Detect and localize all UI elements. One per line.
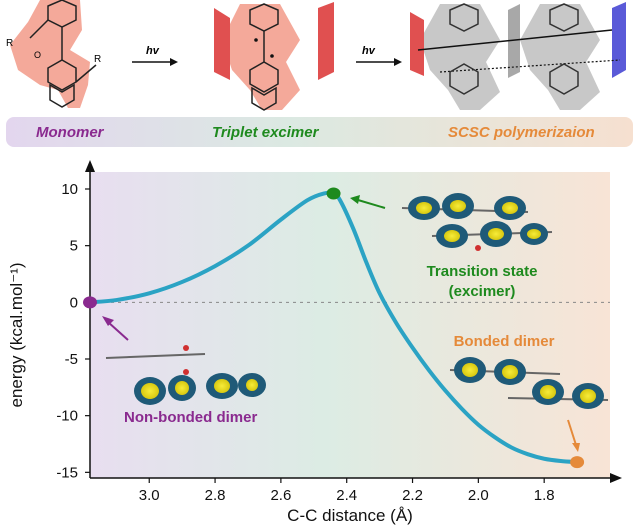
reaction-scheme: R O R hv hv (6, 0, 626, 111)
triplet-excimer-structure (214, 2, 334, 111)
excimer-label: (excimer) (449, 283, 516, 300)
y-axis-arrowhead (85, 160, 95, 172)
axis-ticks: 3.0 2.8 2.6 2.4 2.2 2.0 1.8 10 5 0 -5 -10 -15 (56, 181, 554, 504)
y-axis-label: energy (kcal.mol⁻¹) (7, 262, 26, 407)
y-tick-label: -10 (56, 408, 78, 425)
bonded-dimer-orbital-image (449, 357, 609, 409)
x-axis-arrowhead (610, 473, 622, 483)
x-axis-label: C-C distance (Å) (287, 506, 413, 525)
x-tick-label: 1.8 (534, 487, 555, 504)
stage-label-monomer: Monomer (36, 124, 104, 141)
annotation-arrows (102, 195, 580, 452)
reaction-arrow-2: hv (356, 45, 402, 66)
hv-label: hv (362, 45, 376, 57)
stage-banner (6, 117, 633, 147)
energy-profile-chart: 3.0 2.8 2.6 2.4 2.2 2.0 1.8 10 5 0 -5 -10 -15 (7, 160, 622, 525)
y-tick-label: -15 (56, 464, 78, 481)
energy-curve (88, 190, 580, 465)
x-tick-label: 2.4 (336, 487, 357, 504)
hv-label: hv (146, 45, 160, 57)
non-bonded-dimer-point (83, 296, 97, 309)
non-bonded-dimer-orbital-image (105, 345, 266, 405)
y-tick-label: 5 (70, 238, 78, 255)
x-tick-label: 2.2 (402, 487, 423, 504)
non-bonded-dimer-label: Non-bonded dimer (124, 409, 257, 426)
transition-state-orbital-image (401, 193, 553, 251)
y-tick-label: 0 (70, 294, 78, 311)
transition-state-label: Transition state (427, 263, 538, 280)
stationary-points (83, 187, 585, 469)
y-tick-label: 10 (61, 181, 78, 198)
bonded-dimer-point (570, 456, 585, 469)
axes (85, 160, 622, 483)
y-tick-label: -5 (65, 351, 78, 368)
carbonyl-label: O (34, 50, 41, 60)
transition-state-point (326, 187, 341, 200)
x-tick-label: 2.6 (270, 487, 291, 504)
x-tick-label: 2.8 (205, 487, 226, 504)
stage-label-scsc-polymerization: SCSC polymerizaion (448, 124, 595, 141)
monomer-structure: R O R (6, 0, 101, 108)
bonded-dimer-label: Bonded dimer (454, 333, 555, 350)
substituent-label: R (94, 54, 101, 65)
stage-label-triplet-excimer: Triplet excimer (212, 124, 319, 141)
polymer-structure (410, 2, 626, 110)
substituent-label: R (6, 38, 13, 49)
x-tick-label: 2.0 (468, 487, 489, 504)
x-tick-label: 3.0 (139, 487, 160, 504)
reaction-arrow-1: hv (132, 45, 178, 66)
